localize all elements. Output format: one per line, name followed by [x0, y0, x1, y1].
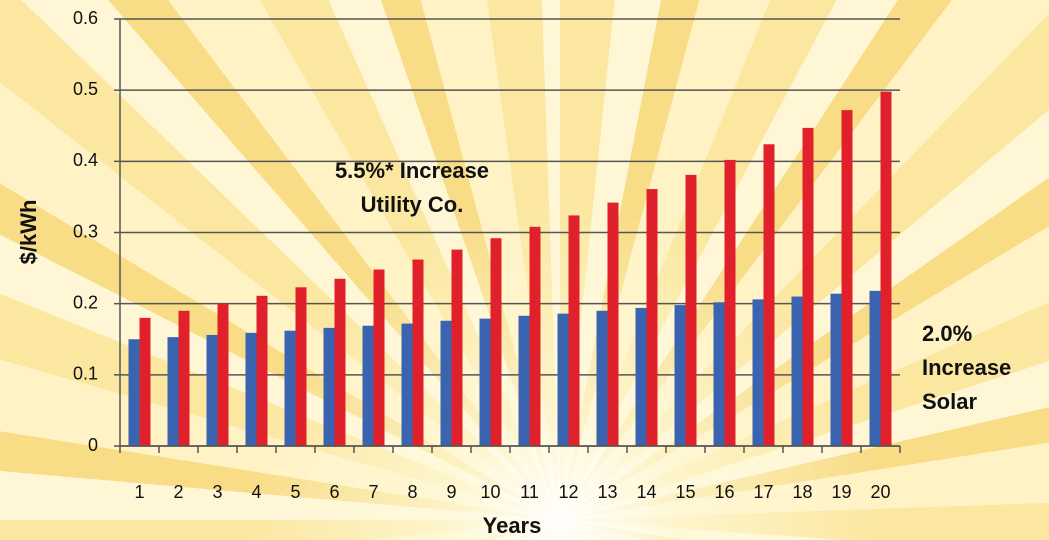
bar: [646, 189, 658, 447]
bar: [245, 332, 257, 446]
bar: [635, 307, 647, 446]
bar: [479, 318, 491, 446]
bar: [167, 337, 179, 446]
bar: [674, 305, 686, 446]
bar: [568, 215, 580, 446]
x-tick-label: 14: [636, 482, 656, 502]
x-tick-label: 15: [675, 482, 695, 502]
bar: [529, 226, 541, 446]
y-tick-label: 0.1: [73, 364, 98, 384]
annotation: Increase: [922, 355, 1011, 380]
bar: [791, 296, 803, 446]
annotation: 5.5%* Increase: [335, 158, 489, 183]
bar: [596, 310, 608, 446]
bar: [841, 110, 853, 447]
bar: [217, 303, 229, 446]
x-tick-label: 7: [368, 482, 378, 502]
x-tick-label: 13: [597, 482, 617, 502]
bar: [362, 325, 374, 446]
bar: [607, 202, 619, 446]
bar: [713, 302, 725, 446]
x-tick-label: 20: [870, 482, 890, 502]
x-tick-label: 3: [212, 482, 222, 502]
y-tick-label: 0.5: [73, 79, 98, 99]
x-tick-label: 12: [558, 482, 578, 502]
bar: [440, 320, 452, 446]
bar: [284, 330, 296, 446]
y-axis-title: $/kWh: [16, 200, 41, 265]
bar: [295, 287, 307, 446]
annotation: Utility Co.: [361, 192, 464, 217]
bar: [451, 249, 463, 446]
x-axis-title: Years: [483, 513, 542, 538]
x-tick-label: 11: [520, 482, 539, 502]
x-tick-label: 10: [480, 482, 500, 502]
x-tick-label: 6: [329, 482, 339, 502]
y-tick-label: 0: [88, 435, 98, 455]
y-tick-label: 0.4: [73, 150, 98, 170]
y-tick-label: 0.6: [73, 8, 98, 28]
bar: [334, 278, 346, 446]
x-tick-label: 18: [792, 482, 812, 502]
bar: [869, 290, 881, 446]
x-tick-label: 2: [173, 482, 183, 502]
bar: [490, 238, 502, 446]
bar: [373, 269, 385, 446]
x-tick-label: 19: [831, 482, 851, 502]
bar: [256, 295, 268, 446]
bar: [685, 174, 697, 447]
y-tick-label: 0.3: [73, 221, 98, 241]
annotation: 2.0%: [922, 321, 972, 346]
y-tick-label: 0.2: [73, 292, 98, 312]
x-tick-label: 17: [753, 482, 773, 502]
bar: [323, 327, 335, 446]
bar: [178, 310, 190, 446]
x-tick-label: 9: [446, 482, 456, 502]
x-tick-label: 16: [714, 482, 734, 502]
bar: [128, 339, 140, 446]
bar: [206, 334, 218, 446]
annotation: Solar: [922, 389, 977, 414]
bar: [139, 317, 151, 446]
bar: [401, 323, 413, 446]
bar: [724, 159, 736, 446]
bar: [752, 299, 764, 446]
x-tick-label: 5: [290, 482, 300, 502]
bar: [557, 313, 569, 446]
x-tick-label: 8: [407, 482, 417, 502]
bar: [880, 91, 892, 446]
x-tick-label: 1: [134, 482, 144, 502]
bar: [802, 127, 814, 446]
x-tick-label: 4: [251, 482, 261, 502]
bar: [763, 144, 775, 446]
bar: [518, 315, 530, 446]
bar: [830, 293, 842, 446]
bar: [412, 259, 424, 446]
